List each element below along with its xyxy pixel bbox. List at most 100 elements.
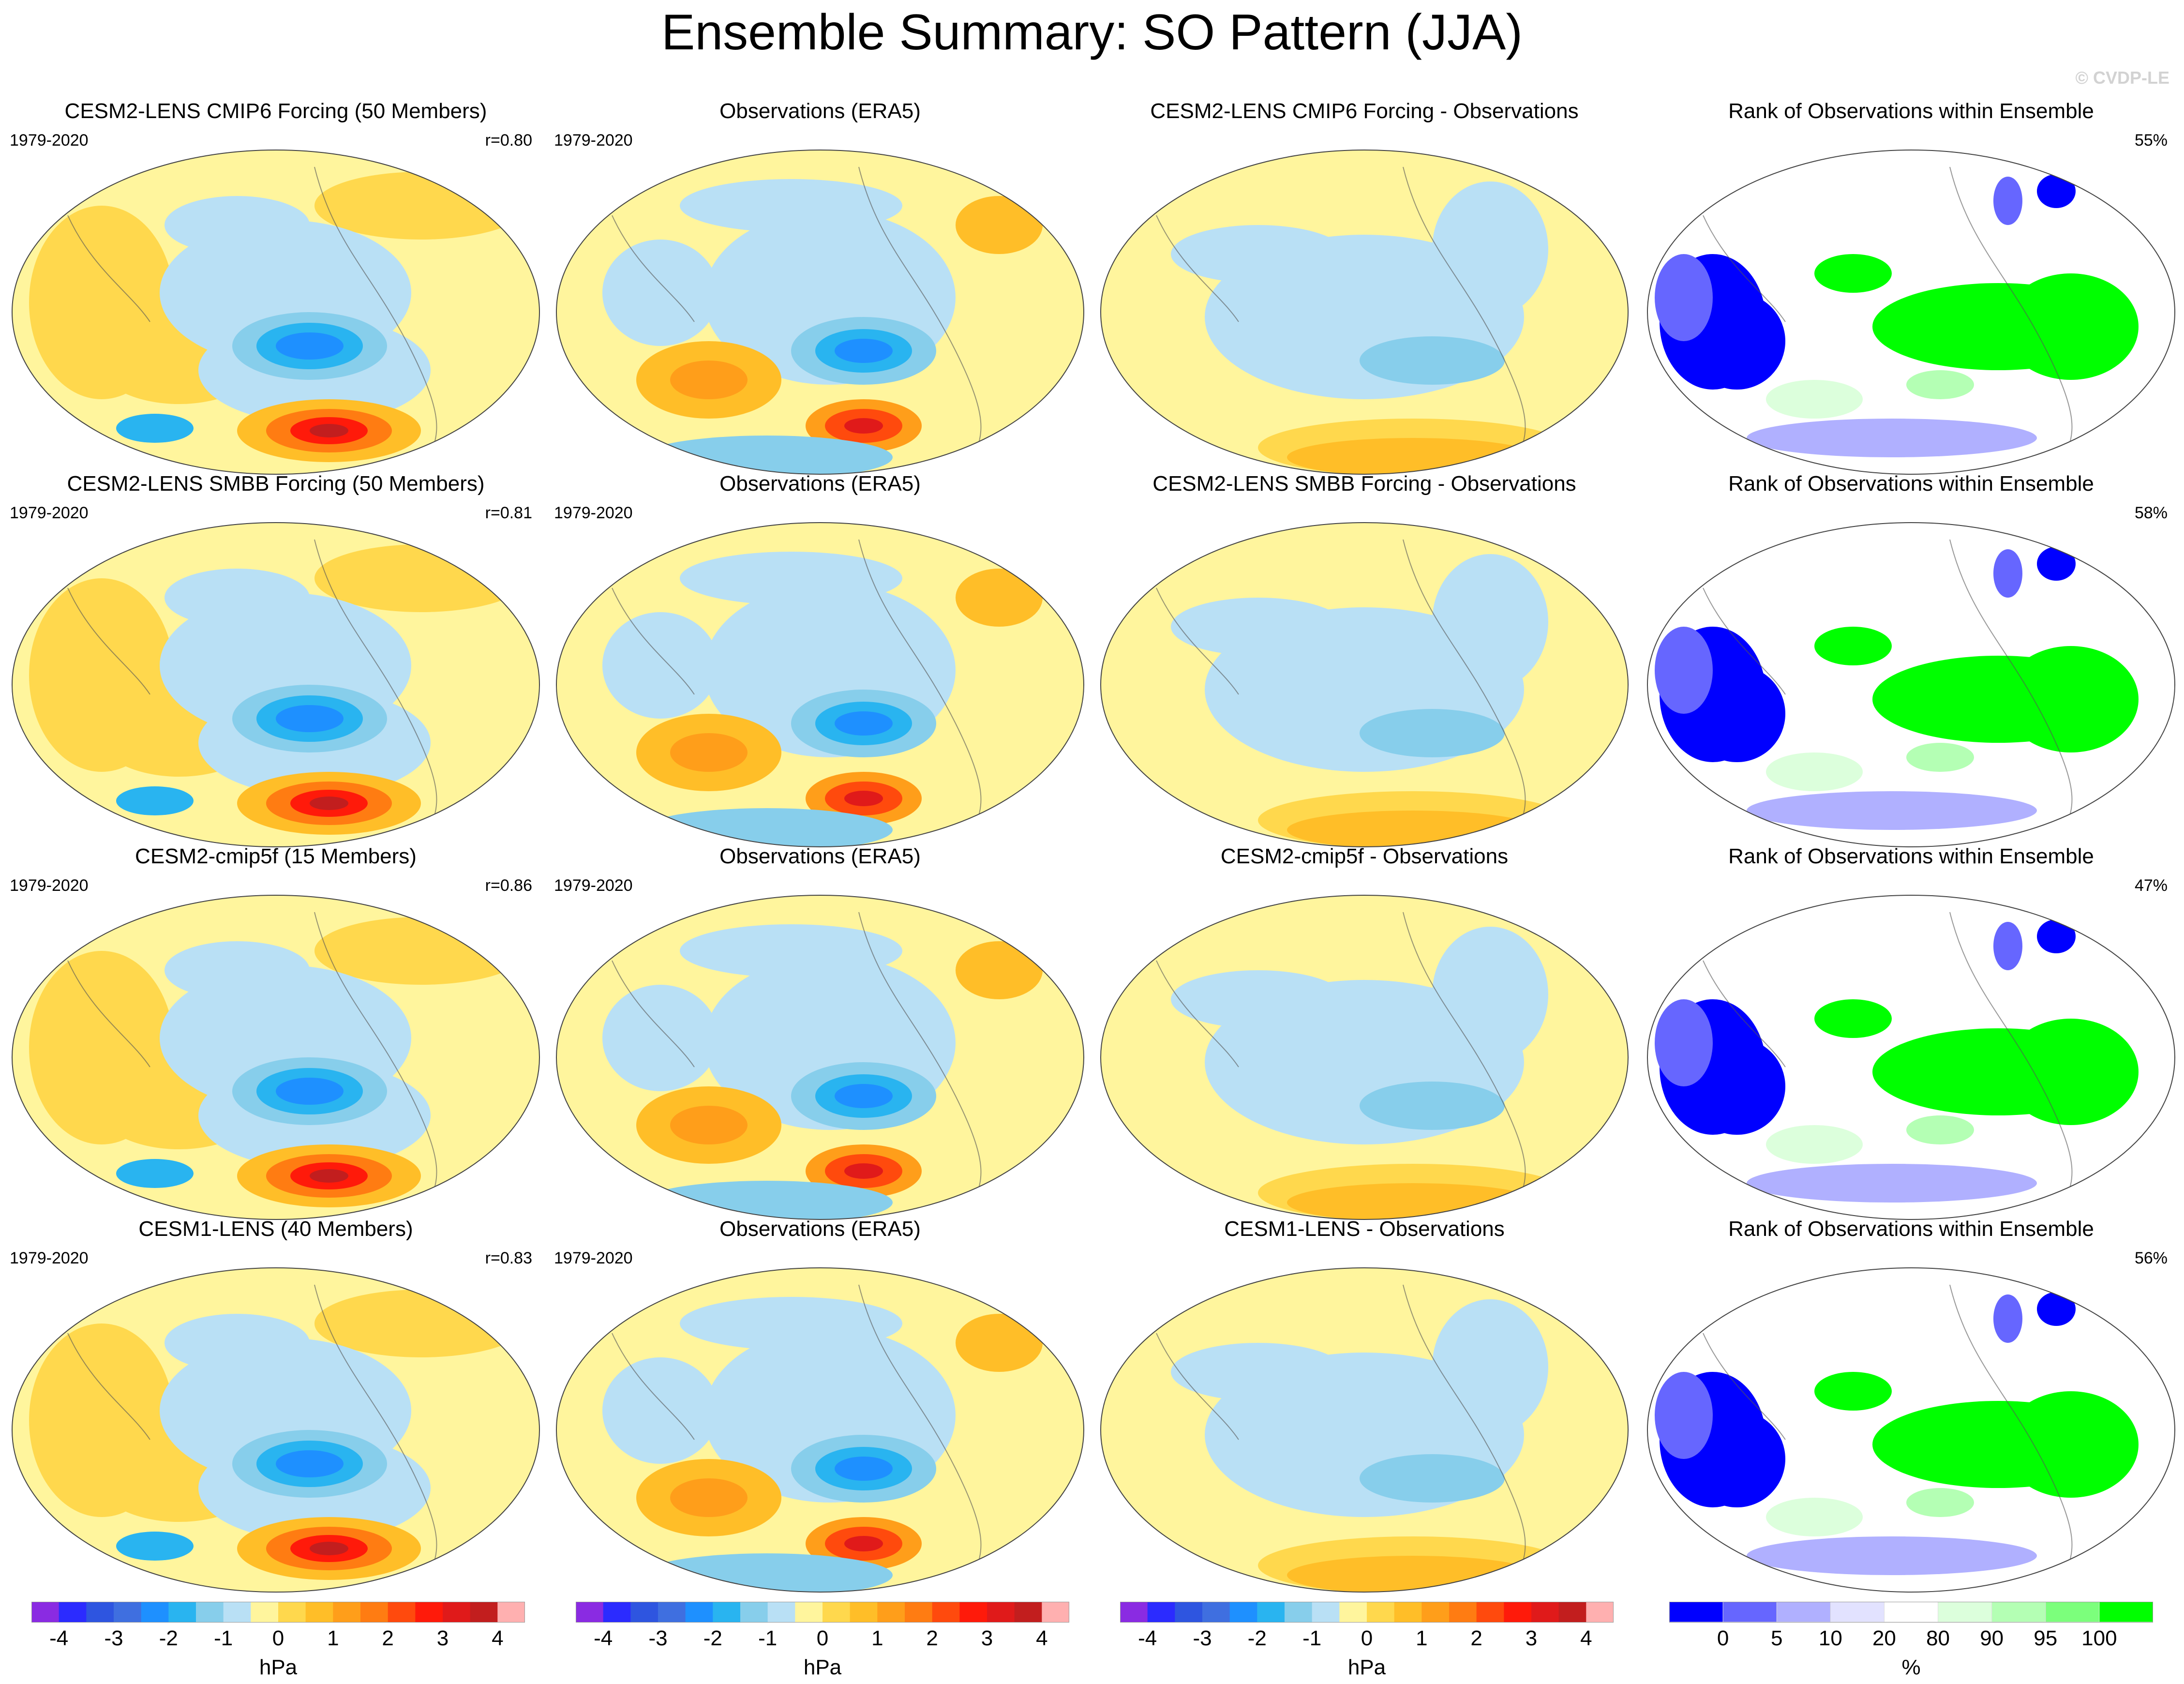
- colorbar-tick-label: 1: [1416, 1626, 1427, 1650]
- contour-region: [310, 1542, 348, 1555]
- colorbar-swatch: [1991, 1602, 2046, 1623]
- map-outline: [12, 522, 540, 847]
- coastline: [314, 539, 437, 840]
- map-outline: [12, 895, 540, 1220]
- map-outline: [1100, 522, 1629, 847]
- map-outline: [1647, 895, 2175, 1220]
- colorbar-swatch: [497, 1602, 525, 1622]
- contour-region: [1766, 1498, 1863, 1536]
- contour-region: [1287, 811, 1539, 847]
- colorbar-tick-label: 4: [492, 1626, 503, 1650]
- panel-title: CESM2-cmip5f (15 Members): [135, 844, 417, 868]
- contour-region: [2003, 1391, 2139, 1498]
- colorbar-tick-label: 3: [981, 1626, 993, 1650]
- panel-title: CESM1-LENS - Observations: [1224, 1217, 1505, 1241]
- panel-diff-row1: CESM2-LENS CMIP6 Forcing - Observations: [1098, 99, 1631, 475]
- panel-title: Observations (ERA5): [719, 99, 921, 123]
- colorbar-tick-label: -1: [214, 1626, 233, 1650]
- colorbar-swatch: [1120, 1602, 1148, 1622]
- coastline: [1703, 587, 1786, 695]
- contour-region: [956, 941, 1043, 999]
- contour-region: [844, 418, 883, 434]
- contour-region: [116, 1159, 194, 1188]
- contour-region: [165, 941, 310, 999]
- contour-region: [1171, 1343, 1345, 1401]
- colorbar-swatch: [1504, 1602, 1532, 1622]
- panel-rank-row3: Rank of Observations within Ensemble 47%: [1645, 844, 2177, 1220]
- coastline: [858, 912, 982, 1213]
- panel-title: Rank of Observations within Ensemble: [1728, 1217, 2094, 1241]
- colorbar-tick-label: 20: [1872, 1626, 1896, 1650]
- colorbar-units-label: %: [1901, 1655, 1920, 1679]
- contour-region: [1766, 1125, 1863, 1164]
- colorbar-swatch: [114, 1602, 142, 1622]
- period-label: 1979-2020: [10, 1249, 89, 1267]
- colorbar-swatch: [823, 1602, 851, 1622]
- contour-region: [2003, 1019, 2139, 1125]
- contour-region: [276, 705, 344, 732]
- panel-model-row1: CESM2-LENS CMIP6 Forcing (50 Members) 197…: [10, 99, 542, 475]
- colorbar-swatch: [1884, 1602, 1939, 1623]
- map-outline: [556, 150, 1084, 475]
- contour-region: [1906, 1488, 1974, 1517]
- coastline: [858, 539, 982, 840]
- pattern-correlation: r=0.80: [485, 131, 532, 150]
- contour-region: [1655, 254, 1713, 341]
- contour-region: [602, 985, 718, 1091]
- colorbar-swatch: [1558, 1602, 1586, 1622]
- colorbar-swatch: [576, 1602, 604, 1622]
- coastline: [314, 1284, 437, 1585]
- colorbar-swatch: [1531, 1602, 1559, 1622]
- colorbar-frame: [31, 1602, 525, 1623]
- contour-region: [1766, 380, 1863, 419]
- colorbar-swatch: [141, 1602, 169, 1622]
- colorbar-swatch: [388, 1602, 416, 1622]
- colorbar-swatch: [278, 1602, 306, 1622]
- contour-region: [670, 361, 748, 399]
- contour-region: [1814, 1372, 1892, 1411]
- contour-region: [844, 791, 883, 806]
- colorbar-tick-label: 100: [2081, 1626, 2117, 1650]
- coastline: [67, 587, 150, 695]
- coastline: [1156, 587, 1239, 695]
- panel-title: CESM2-LENS CMIP6 Forcing (50 Members): [64, 99, 487, 123]
- panel-diff-row3: CESM2-cmip5f - Observations: [1098, 844, 1631, 1220]
- colorbar-tick-label: 3: [437, 1626, 449, 1650]
- contour-region: [276, 1078, 344, 1105]
- rank-percent: 56%: [2134, 1249, 2168, 1267]
- panel-model-row4: CESM1-LENS (40 Members) 1979-2020 r=0.83: [10, 1217, 542, 1593]
- rank-percent: 47%: [2134, 876, 2168, 895]
- contour-region: [310, 424, 348, 437]
- contour-region: [1747, 419, 2037, 457]
- panel-rank-row1: Rank of Observations within Ensemble 55%: [1645, 99, 2177, 475]
- contour-region: [835, 1084, 893, 1108]
- map-outline: [1100, 895, 1629, 1220]
- pattern-correlation: r=0.81: [485, 504, 532, 522]
- map-model: [12, 1267, 540, 1593]
- colorbar-tick-label: -1: [1302, 1626, 1321, 1650]
- contour-region: [1993, 1294, 2022, 1343]
- contour-region: [1747, 1536, 2037, 1575]
- contour-region: [1906, 743, 1974, 772]
- colorbar-tick-label: 1: [871, 1626, 883, 1650]
- contour-region: [2003, 646, 2139, 752]
- colorbar-swatch: [658, 1602, 686, 1622]
- colorbar-swatch: [86, 1602, 114, 1622]
- colorbar-swatch: [2099, 1602, 2153, 1623]
- coastline: [1703, 1333, 1786, 1440]
- coastline: [314, 166, 437, 467]
- colorbar-swatch: [685, 1602, 713, 1622]
- colorbar-tick-label: 0: [817, 1626, 828, 1650]
- pattern-correlation: r=0.83: [485, 1249, 532, 1267]
- colorbar-swatch: [251, 1602, 279, 1622]
- colorbar-tick-label: -4: [49, 1626, 68, 1650]
- period-label: 1979-2020: [10, 876, 89, 895]
- colorbar-swatch: [1421, 1602, 1450, 1622]
- contour-region: [165, 196, 310, 254]
- colorbar-tick-label: -3: [648, 1626, 667, 1650]
- map-model: [12, 522, 540, 847]
- period-label: 1979-2020: [554, 876, 633, 895]
- colorbar-swatch: [767, 1602, 795, 1622]
- coastline: [1403, 166, 1526, 467]
- contour-region: [1432, 1299, 1548, 1435]
